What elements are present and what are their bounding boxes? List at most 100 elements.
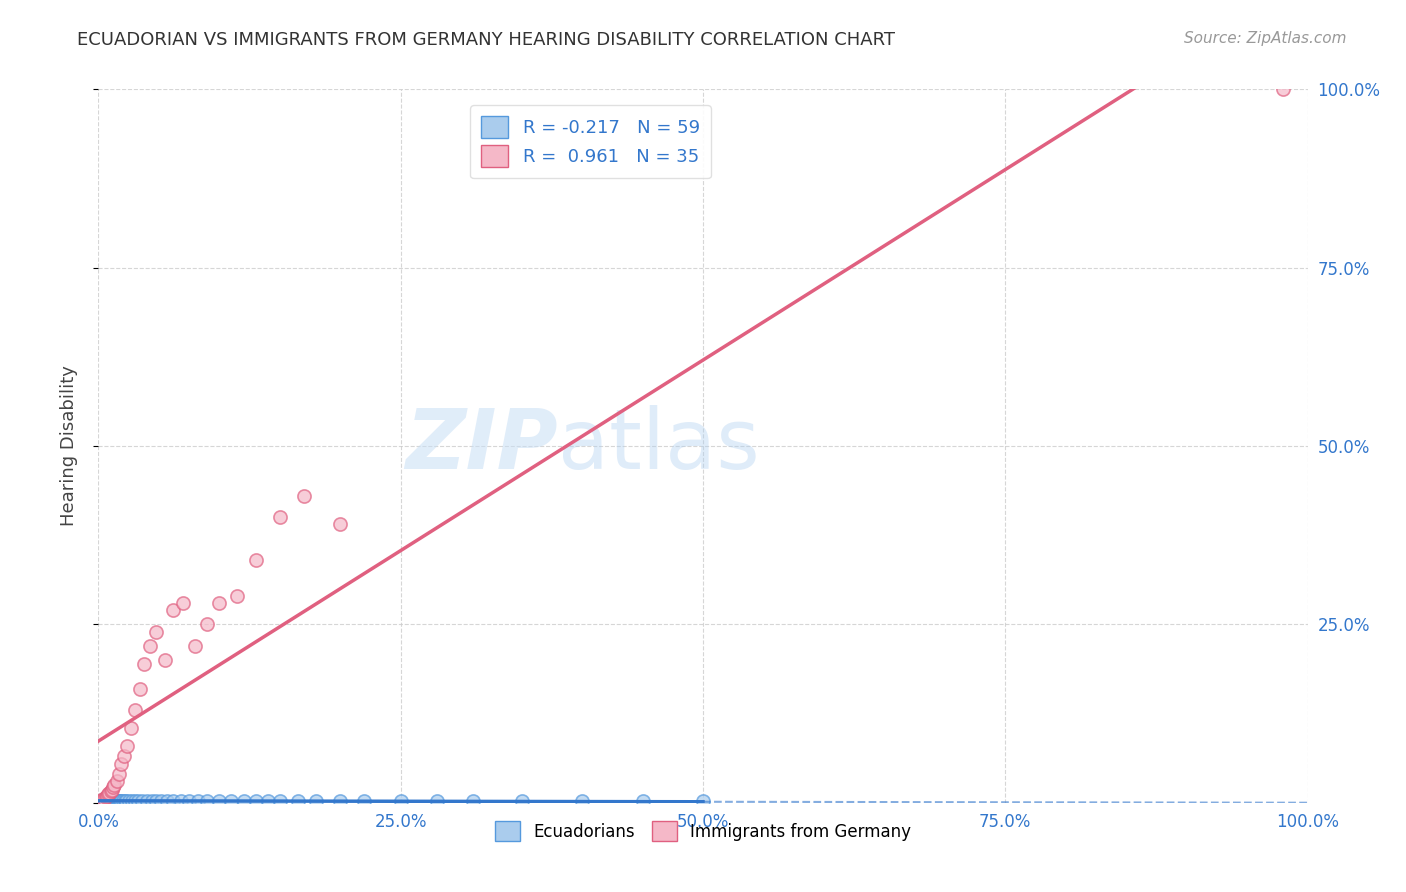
Point <box>108 794 131 808</box>
Point <box>127 794 149 808</box>
Y-axis label: Hearing Disability: Hearing Disability <box>59 366 77 526</box>
Point <box>426 794 449 808</box>
Text: Source: ZipAtlas.com: Source: ZipAtlas.com <box>1184 31 1347 46</box>
Point <box>128 681 150 696</box>
Point <box>1272 82 1295 96</box>
Point <box>97 794 120 808</box>
Point <box>91 793 114 807</box>
Point <box>110 794 132 808</box>
Point <box>353 794 375 808</box>
Point <box>100 783 122 797</box>
Point <box>103 794 125 808</box>
Point <box>105 794 128 808</box>
Point <box>103 778 125 792</box>
Point <box>98 786 121 800</box>
Point <box>90 794 112 808</box>
Point <box>100 794 122 808</box>
Point <box>139 639 162 653</box>
Point <box>329 517 352 532</box>
Point <box>156 794 179 808</box>
Point <box>692 794 714 808</box>
Point <box>162 794 184 808</box>
Point <box>195 794 218 808</box>
Point <box>195 617 218 632</box>
Point <box>94 792 117 806</box>
Point <box>115 794 138 808</box>
Point <box>100 792 122 806</box>
Point <box>100 784 122 798</box>
Point <box>135 794 157 808</box>
Point <box>108 767 131 781</box>
Point <box>93 791 115 805</box>
Point <box>221 794 243 808</box>
Point <box>329 794 352 808</box>
Point <box>118 794 141 808</box>
Text: atlas: atlas <box>558 406 759 486</box>
Point <box>108 794 131 808</box>
Point <box>256 794 278 808</box>
Point <box>226 589 249 603</box>
Point <box>94 794 117 808</box>
Point <box>208 596 231 610</box>
Point <box>305 794 328 808</box>
Point <box>120 721 142 735</box>
Point <box>131 794 153 808</box>
Point <box>91 793 114 807</box>
Point <box>117 739 139 753</box>
Point <box>269 794 291 808</box>
Point <box>112 749 135 764</box>
Point <box>93 794 115 808</box>
Point <box>96 793 118 807</box>
Point <box>169 794 191 808</box>
Point <box>100 793 122 807</box>
Point <box>104 794 127 808</box>
Point <box>245 553 267 567</box>
Point <box>463 794 485 808</box>
Point <box>245 794 267 808</box>
Point <box>153 653 176 667</box>
Point <box>90 794 112 808</box>
Point <box>110 756 132 771</box>
Point <box>172 596 194 610</box>
Point <box>97 792 120 806</box>
Point <box>179 794 201 808</box>
Point <box>94 790 117 805</box>
Point <box>184 639 207 653</box>
Point <box>107 794 129 808</box>
Point <box>96 789 118 803</box>
Point <box>98 793 121 807</box>
Point <box>101 780 124 794</box>
Point <box>111 794 134 808</box>
Point <box>134 657 156 671</box>
Point <box>124 703 146 717</box>
Point <box>232 794 254 808</box>
Point <box>96 794 118 808</box>
Point <box>145 794 167 808</box>
Text: ECUADORIAN VS IMMIGRANTS FROM GERMANY HEARING DISABILITY CORRELATION CHART: ECUADORIAN VS IMMIGRANTS FROM GERMANY HE… <box>77 31 896 49</box>
Point <box>292 489 315 503</box>
Point <box>287 794 309 808</box>
Point <box>91 792 114 806</box>
Point <box>162 603 184 617</box>
Point <box>389 794 412 808</box>
Point <box>187 794 209 808</box>
Point <box>510 794 533 808</box>
Text: ZIP: ZIP <box>405 406 558 486</box>
Legend: Ecuadorians, Immigrants from Germany: Ecuadorians, Immigrants from Germany <box>488 814 918 848</box>
Point <box>208 794 231 808</box>
Point <box>269 510 291 524</box>
Point <box>124 794 146 808</box>
Point <box>631 794 654 808</box>
Point <box>91 794 114 808</box>
Point <box>101 794 124 808</box>
Point <box>571 794 593 808</box>
Point <box>105 774 128 789</box>
Point <box>97 787 120 801</box>
Point <box>145 624 167 639</box>
Point <box>98 794 121 808</box>
Point <box>100 794 122 808</box>
Point <box>121 794 143 808</box>
Point <box>114 794 136 808</box>
Point <box>141 794 163 808</box>
Point <box>150 794 173 808</box>
